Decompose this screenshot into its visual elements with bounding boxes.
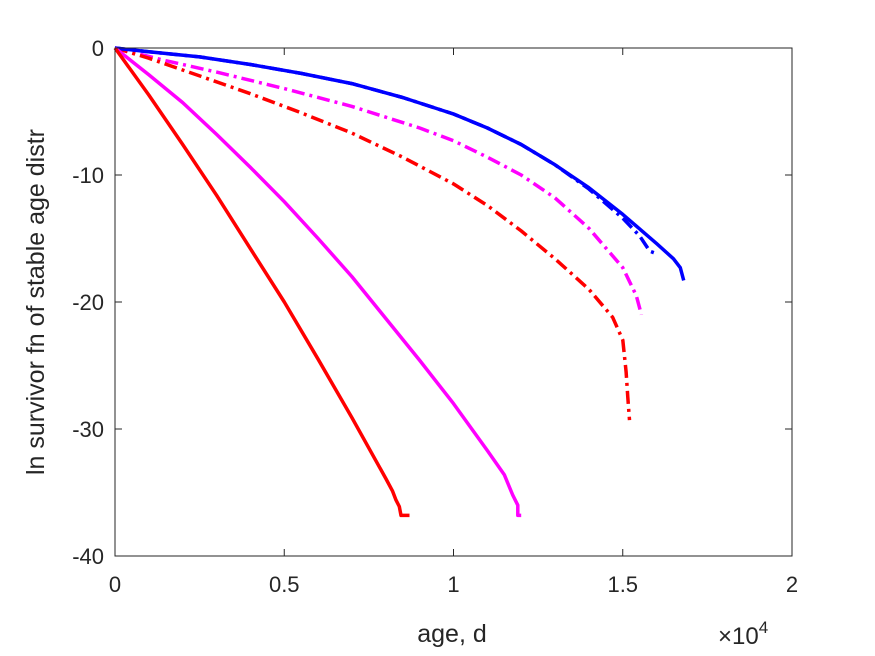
x-exponent-label: ×104 (718, 618, 768, 650)
plot-lines (113, 46, 686, 518)
y-axis: 0 -10 -20 -30 -40 (72, 36, 792, 569)
y-tick-label: -20 (72, 290, 104, 315)
series-line-4 (114, 46, 686, 281)
x-tick-label: 0 (109, 572, 121, 597)
x-axis-label: age, d (417, 620, 487, 648)
y-tick-label: -40 (72, 544, 104, 569)
axes-frame (114, 47, 793, 557)
y-tick-label: -10 (72, 163, 104, 188)
x-tick-label: 2 (786, 572, 798, 597)
y-axis-label: ln survivor fn of stable age distr (22, 129, 50, 475)
series-line-6 (113, 46, 410, 518)
x-exponent-power: 4 (759, 618, 768, 637)
x-exponent-base: ×10 (718, 623, 759, 650)
y-tick-label: 0 (92, 36, 104, 61)
x-tick-label: 1.5 (607, 572, 638, 597)
series-line-2 (114, 46, 632, 421)
x-tick-label: 1 (447, 572, 459, 597)
y-tick-label: -30 (72, 417, 104, 442)
series-line-1 (114, 46, 644, 316)
axes-box (114, 47, 793, 557)
x-tick-label: 0.5 (269, 572, 300, 597)
series-line-5 (113, 46, 522, 518)
x-axis: 0 0.5 1 1.5 2 (109, 48, 798, 597)
